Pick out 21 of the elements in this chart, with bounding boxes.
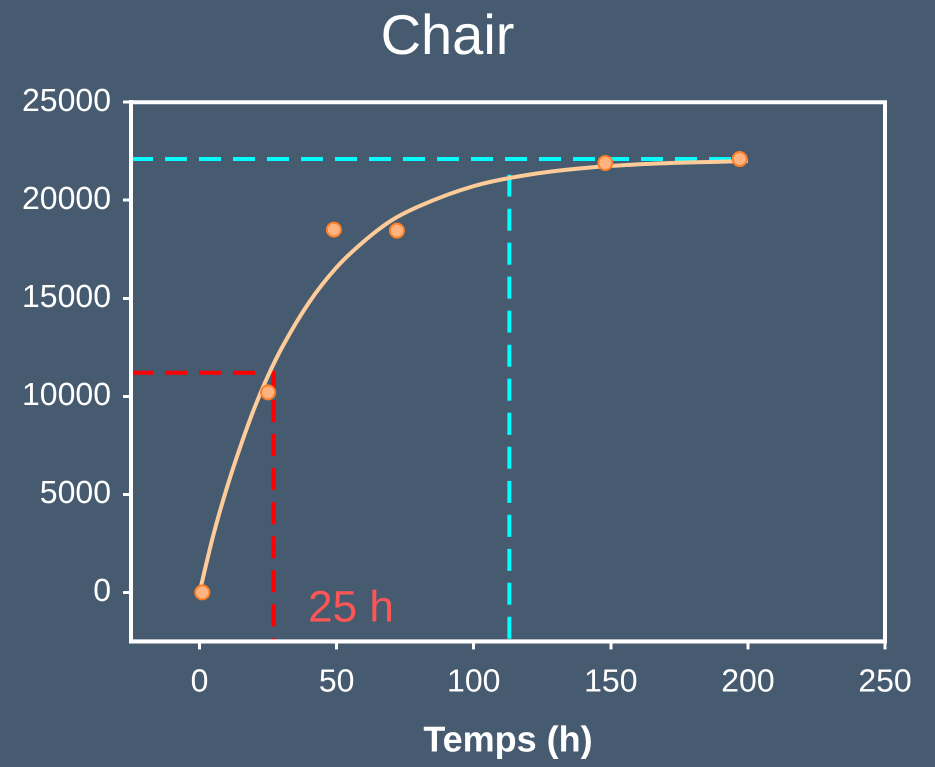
point: [388, 222, 405, 239]
point: [597, 154, 614, 171]
x-tick-label: 200: [721, 662, 775, 698]
x-tick-label: 100: [447, 662, 500, 698]
y-tick-label: 25000: [22, 82, 111, 118]
x-tick-label: 50: [318, 662, 354, 698]
annotation: 25 h: [308, 582, 394, 632]
y-tick-label: 5000: [40, 474, 111, 510]
x-tick-label: 0: [190, 662, 208, 698]
chart-title: Chair: [380, 3, 514, 66]
point: [732, 151, 748, 168]
point: [194, 584, 210, 600]
y-tick-label: 0: [93, 572, 111, 608]
point: [326, 222, 342, 238]
y-tick-label: 15000: [22, 278, 111, 314]
y-tick-label: 20000: [22, 180, 111, 216]
x-axis-title: Temps (h): [423, 718, 593, 760]
x-tick-label: 250: [858, 662, 912, 698]
point: [260, 384, 276, 400]
y-tick-label: 10000: [22, 376, 111, 412]
x-tick-label: 150: [584, 662, 638, 698]
